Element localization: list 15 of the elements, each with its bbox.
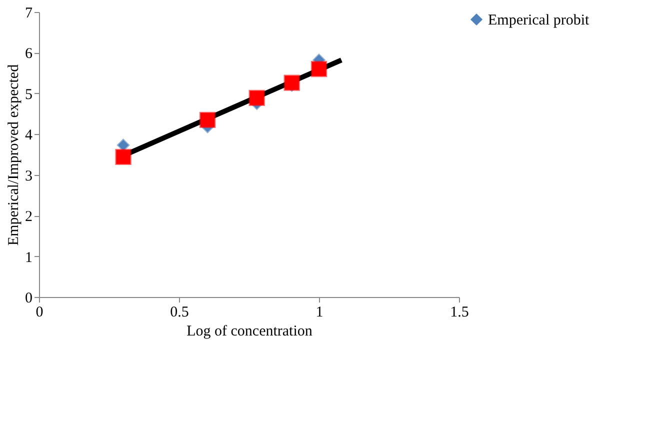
x-tick-label: 1.5	[450, 304, 469, 320]
y-tick-label: 7	[25, 6, 33, 22]
x-tick-label: 1	[316, 304, 324, 320]
y-tick-label: 0	[25, 290, 32, 306]
y-tick-label: 6	[25, 46, 33, 62]
y-tick-label: 3	[25, 168, 32, 184]
x-axis-title: Log of concentration	[186, 324, 313, 340]
x-tick-label: 0.5	[170, 304, 189, 320]
y-tick-label: 1	[25, 250, 32, 266]
x-tick-label: 0	[36, 304, 44, 320]
y-tick-label: 2	[25, 209, 32, 226]
y-tick-label: 5	[25, 86, 32, 103]
y-tick-label: 4	[25, 128, 33, 144]
legend-label: Emperical probit	[488, 12, 590, 28]
y-axis-title: Emperical/Improved expected	[6, 64, 22, 246]
